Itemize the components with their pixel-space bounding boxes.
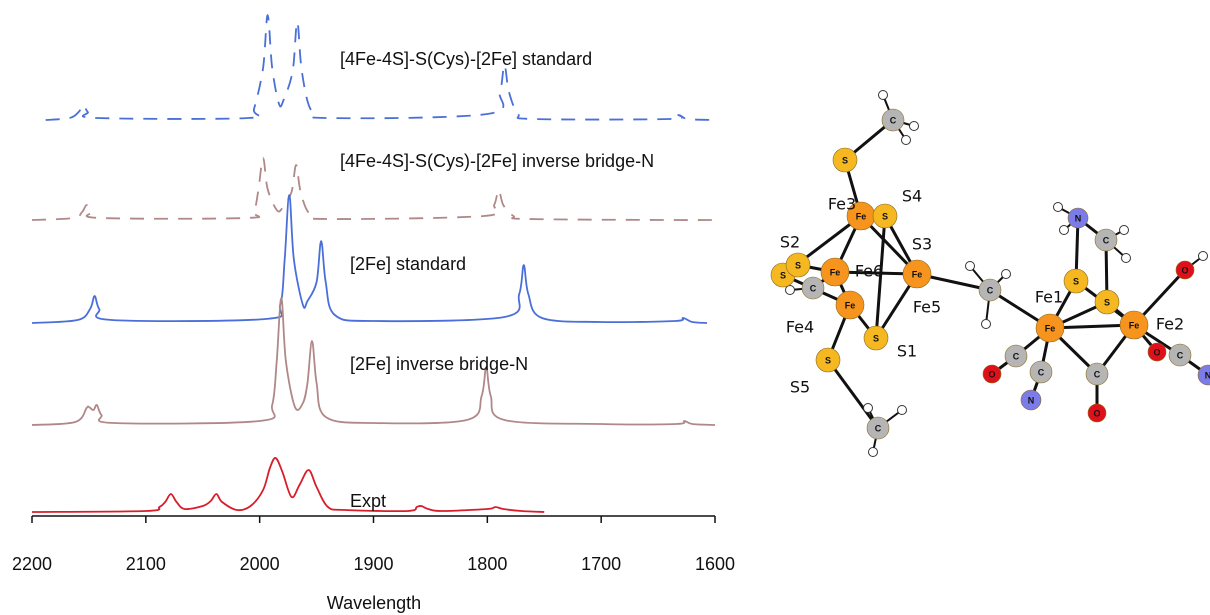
atom-label: Fe3 bbox=[828, 195, 856, 214]
hydrogen-atom bbox=[1120, 226, 1129, 235]
atom-symbol: Fe bbox=[856, 211, 867, 221]
bond bbox=[828, 360, 878, 428]
x-tick-label: 2000 bbox=[240, 554, 280, 574]
hydrogen-atom bbox=[786, 286, 795, 295]
atom-symbol: N bbox=[1028, 395, 1035, 405]
atom-symbol: O bbox=[1181, 265, 1188, 275]
atom-symbol: S bbox=[1073, 276, 1079, 286]
atom-symbol: Fe bbox=[1045, 323, 1056, 333]
hydrogen-atom bbox=[1054, 203, 1063, 212]
atom-symbol: S bbox=[882, 211, 888, 221]
atom-label: S5 bbox=[790, 378, 810, 397]
atom-symbol: Fe bbox=[830, 267, 841, 277]
atom-symbol: C bbox=[1103, 235, 1110, 245]
atom-label: S3 bbox=[912, 235, 932, 254]
atom-symbol: C bbox=[1038, 367, 1045, 377]
atom-symbol: S bbox=[873, 333, 879, 343]
atom-symbol: S bbox=[780, 270, 786, 280]
atom-symbol: C bbox=[1177, 350, 1184, 360]
hydrogen-atom bbox=[869, 448, 878, 457]
atom-symbol: Fe bbox=[912, 269, 923, 279]
series-label: Expt bbox=[350, 491, 386, 511]
atom-label: Fe1 bbox=[1035, 288, 1063, 307]
atom-symbol: C bbox=[987, 285, 994, 295]
atom-symbol: O bbox=[988, 369, 995, 379]
atom-label: Fe2 bbox=[1156, 315, 1184, 334]
x-axis-label: Wavelength bbox=[327, 593, 421, 613]
atom-symbol: Fe bbox=[845, 300, 856, 310]
x-tick-label: 2200 bbox=[12, 554, 52, 574]
hydrogen-atom bbox=[864, 404, 873, 413]
hydrogen-atom bbox=[982, 320, 991, 329]
hydrogen-atom bbox=[966, 262, 975, 271]
atom-symbol: C bbox=[875, 423, 882, 433]
atom-symbol: S bbox=[825, 355, 831, 365]
hydrogen-atom bbox=[902, 136, 911, 145]
series-label: [4Fe-4S]-S(Cys)-[2Fe] inverse bridge-N bbox=[340, 151, 654, 171]
atom-symbol: S bbox=[795, 260, 801, 270]
atom-symbol: N bbox=[1075, 213, 1082, 223]
atom-label: S1 bbox=[897, 342, 917, 361]
hydrogen-atom bbox=[1122, 254, 1131, 263]
series-label: [4Fe-4S]-S(Cys)-[2Fe] standard bbox=[340, 49, 592, 69]
atom-symbol: C bbox=[1013, 351, 1020, 361]
atom-symbol: C bbox=[890, 115, 897, 125]
atom-symbol: O bbox=[1153, 347, 1160, 357]
x-tick-label: 2100 bbox=[126, 554, 166, 574]
atom-symbol: C bbox=[1094, 369, 1101, 379]
atom-symbol: N bbox=[1205, 370, 1210, 380]
atom-symbol: S bbox=[1104, 297, 1110, 307]
hydrogen-atom bbox=[1199, 252, 1208, 261]
atom-symbol: Fe bbox=[1129, 320, 1140, 330]
x-tick-label: 1900 bbox=[353, 554, 393, 574]
atom-label: S4 bbox=[902, 187, 922, 206]
series-label: [2Fe] inverse bridge-N bbox=[350, 354, 528, 374]
hydrogen-atom bbox=[910, 122, 919, 131]
atom-label: S2 bbox=[780, 233, 800, 252]
hydrogen-atom bbox=[898, 406, 907, 415]
x-tick-label: 1600 bbox=[695, 554, 735, 574]
figure: Wavelength CSFeSSSFeCFeFeSSCCFeSSNCFeOCO… bbox=[0, 0, 1210, 615]
x-tick-label: 1700 bbox=[581, 554, 621, 574]
atom-symbol: S bbox=[842, 155, 848, 165]
hydrogen-atom bbox=[1060, 226, 1069, 235]
series-label: [2Fe] standard bbox=[350, 254, 466, 274]
hydrogen-atom bbox=[1002, 270, 1011, 279]
atom-label: Fe6 bbox=[855, 262, 883, 281]
spectrum-line bbox=[32, 458, 544, 512]
atom-symbol: C bbox=[810, 283, 817, 293]
atom-label: Fe5 bbox=[913, 298, 941, 317]
x-tick-label: 1800 bbox=[467, 554, 507, 574]
atom-symbol: O bbox=[1093, 408, 1100, 418]
atom-label: Fe4 bbox=[786, 318, 814, 337]
hydrogen-atom bbox=[879, 91, 888, 100]
